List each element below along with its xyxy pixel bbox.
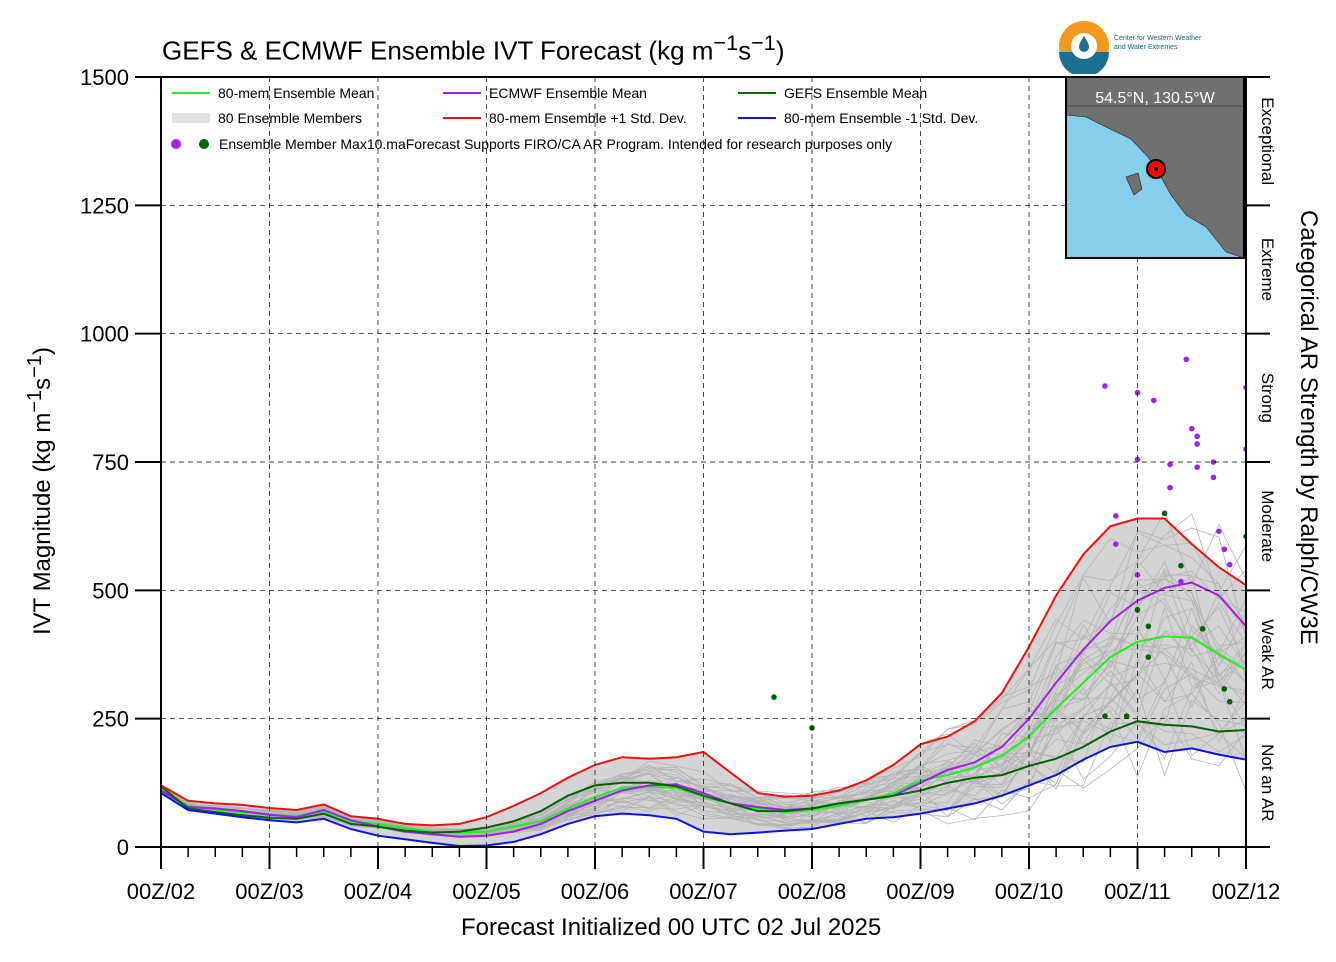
ecmwf-max-point xyxy=(1167,484,1173,491)
legend-gefs-max-dot xyxy=(199,139,209,149)
ecmwf-max-point xyxy=(1297,570,1303,576)
x-tick-label: 00Z/02 xyxy=(127,879,196,904)
series-ecmwf-mean xyxy=(161,581,1246,838)
ecmwf-max-point xyxy=(1194,433,1200,440)
y-tick-label: 1000 xyxy=(80,322,129,347)
chart-title: GEFS & ECMWF Ensemble IVT Forecast (kg m… xyxy=(162,30,785,66)
ecmwf-max-point xyxy=(1308,421,1314,427)
ecmwf-max-point xyxy=(1210,459,1217,465)
x-tick-label: 00Z/05 xyxy=(452,879,521,904)
ar-category-label: Not an AR xyxy=(1258,744,1277,822)
ecmwf-max-point xyxy=(1194,441,1200,447)
legend-label: 80 Ensemble Members xyxy=(218,110,362,126)
inset-location-label: 54.5°N, 130.5°W xyxy=(1095,90,1215,107)
gefs-max-point xyxy=(1145,623,1152,630)
legend-label: 80-mem Ensemble -1 Std. Dev. xyxy=(784,110,978,126)
gefs-max-point xyxy=(1226,698,1233,705)
x-tick-label: 00Z/12 xyxy=(1212,879,1281,904)
ensemble-member-line xyxy=(161,513,1246,833)
gefs-max-point xyxy=(1221,686,1228,692)
ecmwf-max-point xyxy=(1194,464,1200,470)
logo-text-line2: and Water Extremes xyxy=(1114,44,1178,51)
cw3e-logo-icon xyxy=(1059,21,1109,77)
ecmwf-max-point xyxy=(1178,578,1184,585)
x-tick-label: 00Z/04 xyxy=(344,879,413,904)
gefs-max-point xyxy=(1292,617,1298,623)
series-gefs-mean xyxy=(161,720,1246,834)
ar-category-label: Moderate xyxy=(1258,490,1277,562)
ecmwf-max-point xyxy=(1102,383,1108,389)
x-axis-label: Forecast Initialized 00 UTC 02 Jul 2025 xyxy=(461,914,882,941)
inset-map xyxy=(1065,76,1245,259)
x-tick-label: 00Z/11 xyxy=(1104,879,1171,904)
gefs-max-point xyxy=(771,694,777,700)
ar-category-label: Strong xyxy=(1258,373,1277,423)
ecmwf-max-point xyxy=(1259,444,1265,450)
gefs-max-point xyxy=(1145,654,1152,660)
legend-label: 80-mem Ensemble Mean xyxy=(218,85,374,101)
legend-label: ECMWF Ensemble Mean xyxy=(489,85,647,101)
gefs-max-point xyxy=(1178,562,1184,569)
ensemble-member-line xyxy=(161,538,1246,831)
ar-category-label: Weak AR xyxy=(1258,619,1277,690)
x-tick-label: 00Z/10 xyxy=(995,879,1064,904)
gefs-max-point xyxy=(1102,713,1108,719)
inset-frame xyxy=(1065,76,1245,259)
gefs-max-point xyxy=(1287,521,1293,527)
ecmwf-max-point xyxy=(1188,425,1195,432)
gefs-max-point xyxy=(1199,626,1206,632)
ecmwf-max-point xyxy=(1226,561,1233,568)
gefs-max-point xyxy=(1325,649,1331,655)
legend-label: 80-mem Ensemble +1 Std. Dev. xyxy=(489,110,687,126)
y-tick-label: 250 xyxy=(92,707,129,732)
y-tick-label: 500 xyxy=(92,578,129,603)
x-tick-label: 00Z/03 xyxy=(235,879,304,904)
ecmwf-max-point xyxy=(1254,426,1260,432)
gefs-max-point xyxy=(1123,713,1130,719)
legend: 80-mem Ensemble Mean ECMWF Ensemble Mean G… xyxy=(171,85,978,152)
ar-category-label: Exceptional xyxy=(1258,97,1277,185)
gefs-max-point xyxy=(1161,510,1168,517)
y-tick-label: 0 xyxy=(117,835,129,860)
x-tick-label: 00Z/06 xyxy=(561,879,630,904)
logo-text-line1: Center for Western Weather xyxy=(1114,35,1202,42)
ecmwf-max-point xyxy=(1183,356,1190,363)
std-dev-spread xyxy=(161,518,1246,846)
y-tick-label: 1250 xyxy=(80,193,129,218)
ecmwf-max-point xyxy=(1210,474,1217,481)
ecmwf-max-point xyxy=(1113,541,1119,547)
legend-label: GEFS Ensemble Mean xyxy=(784,85,927,101)
ar-category-label: Extreme xyxy=(1258,238,1277,301)
ecmwf-max-point xyxy=(1221,546,1228,553)
inset-island xyxy=(1125,172,1143,196)
x-tick-label: 00Z/08 xyxy=(778,879,847,904)
ecmwf-max-point xyxy=(1150,397,1157,404)
gefs-max-point xyxy=(1303,640,1309,646)
ecmwf-max-point xyxy=(1303,603,1309,609)
ensemble-member-line xyxy=(161,510,1246,831)
ecmwf-max-point xyxy=(1113,513,1119,519)
plot-area xyxy=(161,356,1331,847)
legend-max-note: Ensemble Member Max10.maForecast Support… xyxy=(219,136,892,152)
series-minus1-stddev xyxy=(161,740,1246,847)
y-tick-label: 1500 xyxy=(80,65,129,90)
ecmwf-max-point xyxy=(1167,461,1173,468)
ecmwf-max-point xyxy=(1216,528,1222,535)
cw3e-logo: Center for Western Weather and Water Ext… xyxy=(1058,18,1238,77)
x-tick-label: 00Z/09 xyxy=(886,879,955,904)
x-tick-label: 00Z/07 xyxy=(669,879,738,904)
inset-location-marker-center xyxy=(1154,167,1158,171)
y-tick-label: 750 xyxy=(92,450,129,475)
legend-ecmwf-max-dot xyxy=(171,139,181,149)
